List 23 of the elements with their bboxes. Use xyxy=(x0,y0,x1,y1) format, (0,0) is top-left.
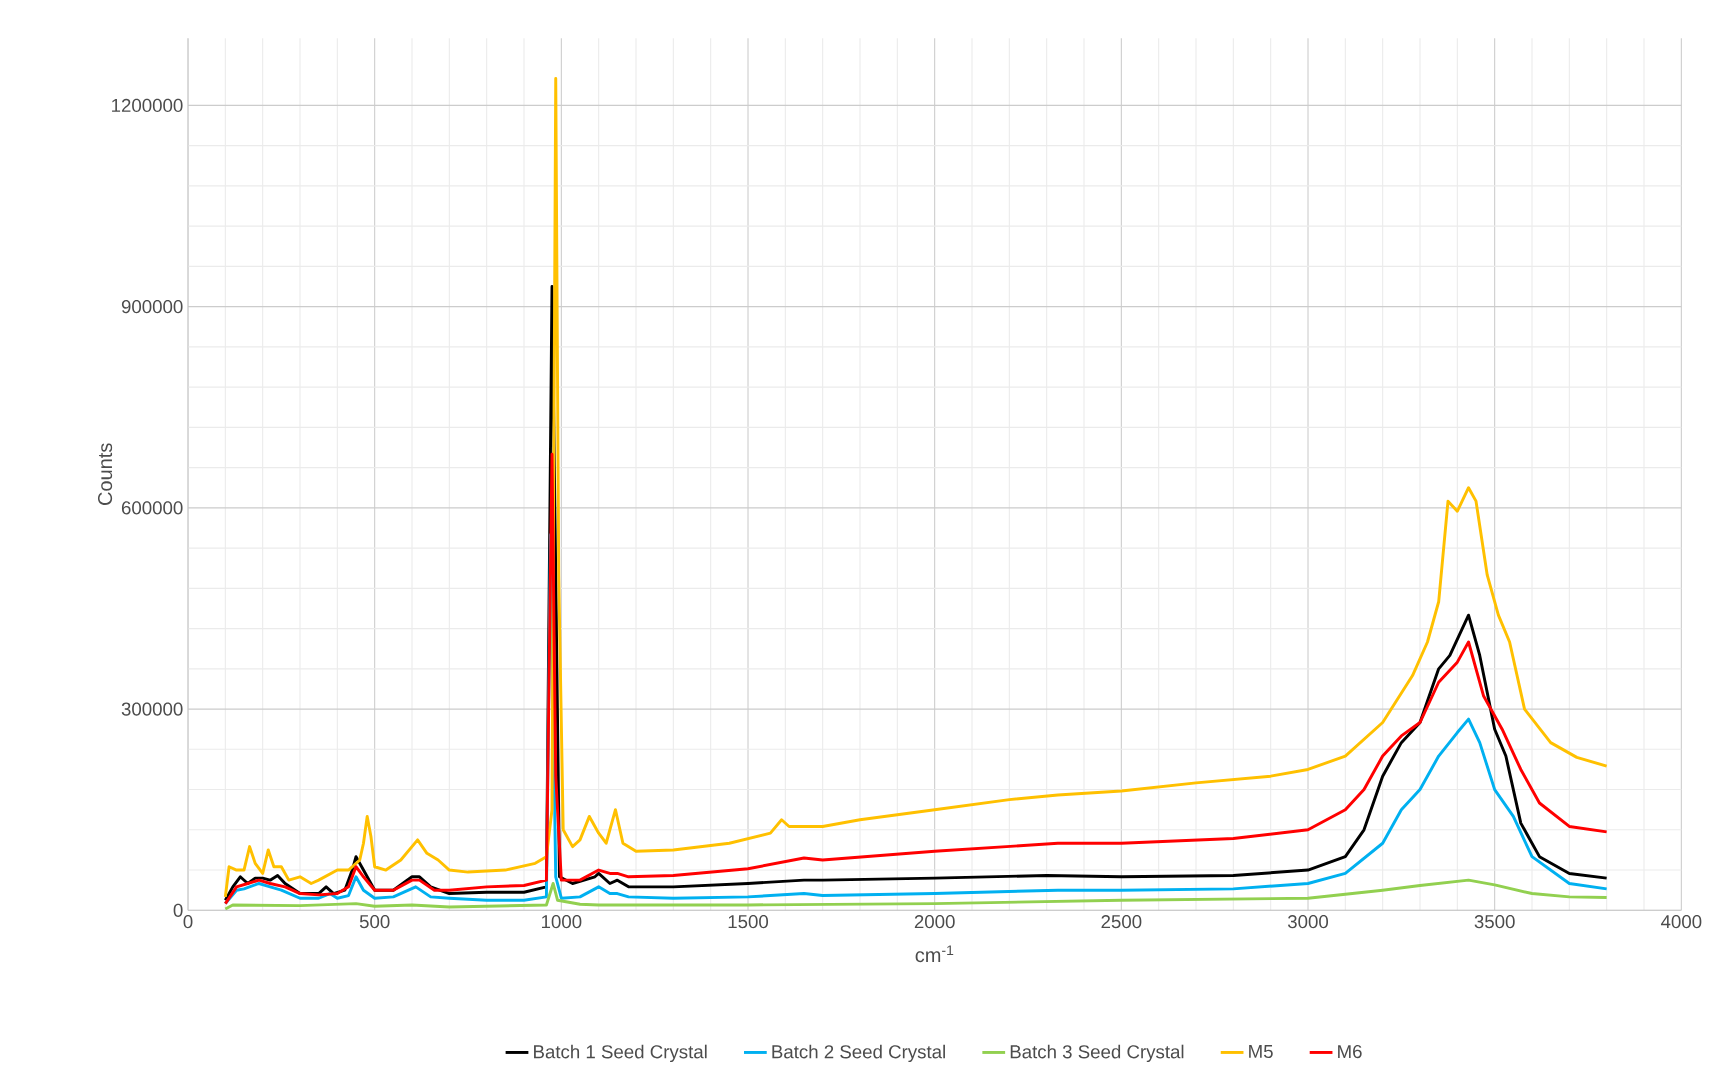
line-series xyxy=(223,452,1609,906)
legend-label: Batch 1 Seed Crystal xyxy=(534,1044,707,1063)
legend-label: Batch 2 Seed Crystal xyxy=(772,1044,945,1063)
x-tick-label: 3500 xyxy=(1474,915,1515,929)
y-tick-label: 600000 xyxy=(121,501,183,515)
y-tick-label: 0 xyxy=(173,903,183,917)
x-tick-label: 4000 xyxy=(1660,915,1702,929)
x-tick-label: 3000 xyxy=(1287,915,1329,929)
x-axis-title: cm$^{-1}$ xyxy=(915,945,954,963)
x-tick-label: 500 xyxy=(359,915,390,929)
y-axis-title: Counts xyxy=(97,443,113,505)
y-tick-label: 1200000 xyxy=(112,98,183,113)
y-tick-label: 900000 xyxy=(121,300,183,314)
legend-label: Batch 3 Seed Crystal xyxy=(1010,1044,1184,1063)
x-tick-label: 1500 xyxy=(728,915,769,929)
legend-label: M6 xyxy=(1338,1044,1362,1059)
line-series xyxy=(223,878,1609,911)
x-tick-label: 0 xyxy=(183,915,193,929)
x-tick-label: 1000 xyxy=(542,915,582,929)
y-tick-label: 300000 xyxy=(121,702,183,716)
x-tick-label: 2000 xyxy=(914,915,955,929)
legend-label: M5 xyxy=(1249,1045,1273,1059)
x-tick-label: 2500 xyxy=(1101,915,1142,929)
